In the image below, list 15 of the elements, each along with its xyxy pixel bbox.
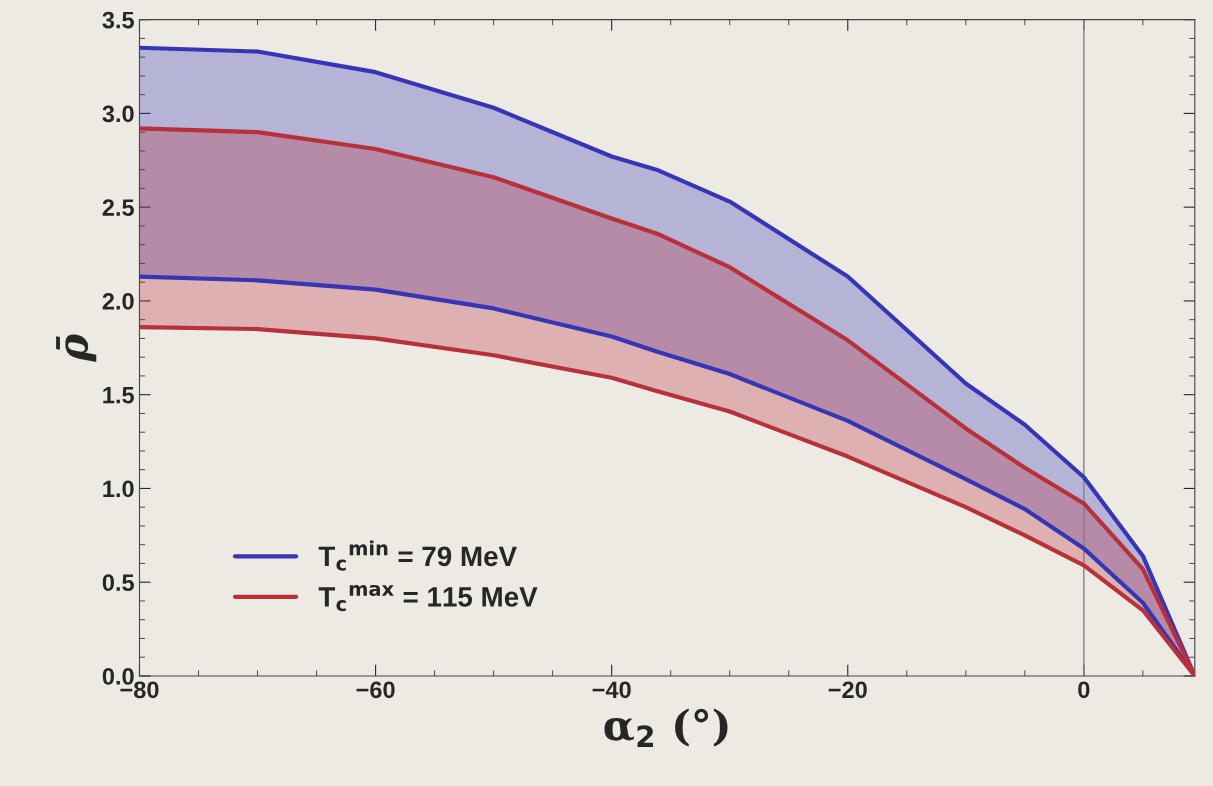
x-axis-title: α$_{2}$ (°) — [604, 708, 728, 747]
legend-label: T$_{c}$$^{min}$ = 79 MeV — [318, 540, 517, 571]
y-tick-label: 3.0 — [102, 105, 134, 123]
y-tick-label: 2.0 — [102, 292, 134, 310]
x-tick-label: −20 — [828, 681, 867, 699]
x-tick-label: −60 — [356, 681, 395, 699]
y-tick-label: 3.5 — [102, 11, 134, 29]
x-tick-label: 0 — [1078, 681, 1090, 699]
y-tick-label: 2.5 — [102, 199, 134, 216]
y-tick-label: 1.5 — [103, 387, 134, 404]
x-tick-label: −40 — [592, 681, 631, 699]
legend-label: T$_{c}$$^{max}$ = 115 MeV — [318, 584, 538, 612]
y-tick-label: 0.5 — [102, 574, 134, 591]
y-tick-label: 1.0 — [103, 480, 134, 498]
y-axis-title: ρ̄ — [56, 334, 97, 363]
